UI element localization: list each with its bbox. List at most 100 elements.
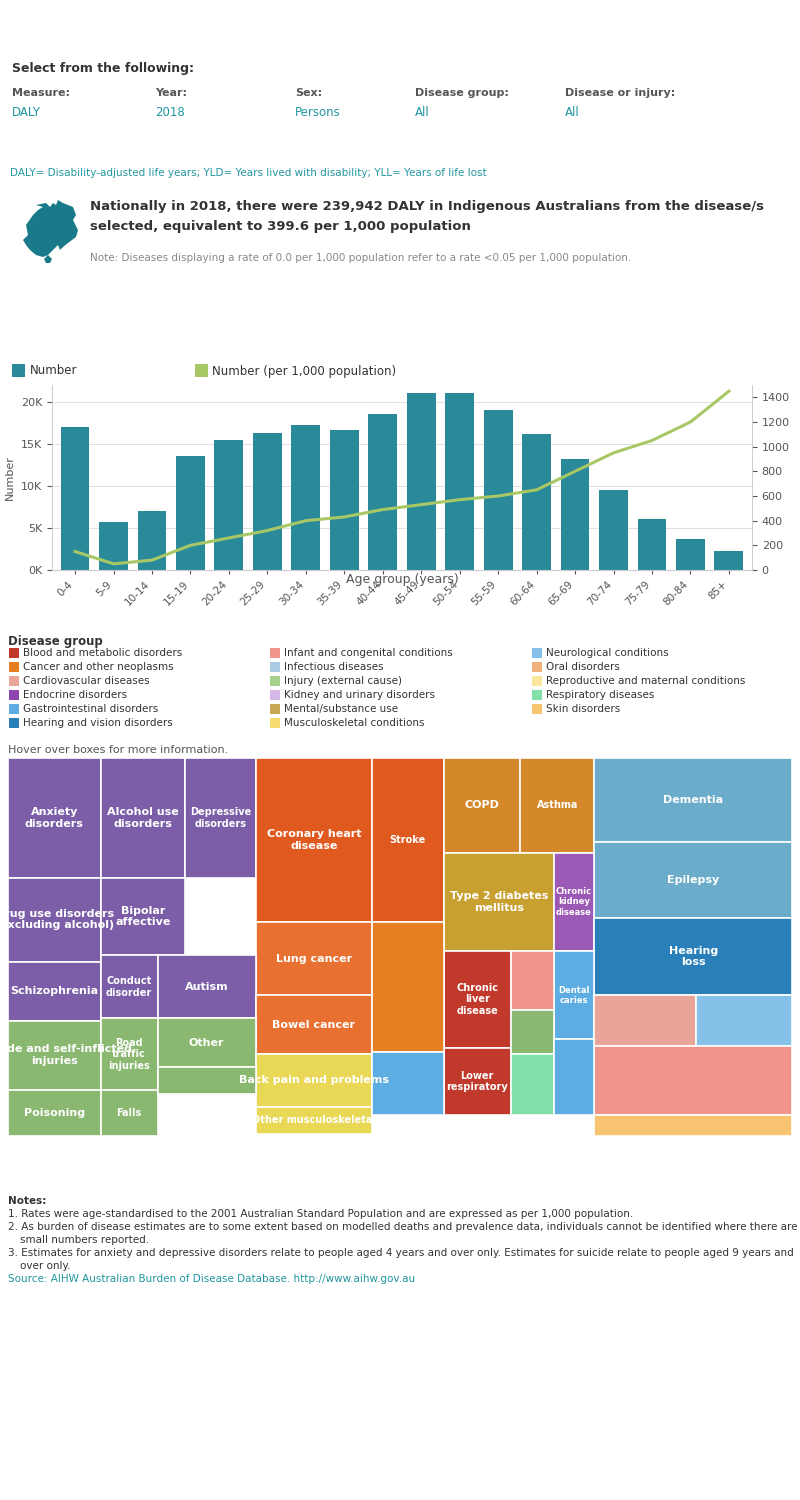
Text: 3. Estimates for anxiety and depressive disorders relate to people aged 4 years : 3. Estimates for anxiety and depressive … [8, 1248, 794, 1258]
Text: Infant and congenital conditions: Infant and congenital conditions [284, 648, 453, 658]
Bar [372, 1052, 444, 1114]
Bar [99, 522, 128, 570]
Text: Musculoskeletal conditions: Musculoskeletal conditions [284, 718, 425, 728]
Text: Injury (external cause): Injury (external cause) [284, 676, 402, 686]
Text: Chronic
kidney
disease: Chronic kidney disease [556, 886, 592, 916]
Text: Disease group:: Disease group: [415, 88, 509, 98]
Text: All: All [565, 106, 580, 118]
Text: Other: Other [189, 1038, 225, 1047]
Text: Cancer and other neoplasms: Cancer and other neoplasms [23, 662, 174, 672]
Text: Hover over boxes for more information.: Hover over boxes for more information. [8, 746, 228, 754]
Text: Dental
caries: Dental caries [558, 986, 590, 1005]
Text: Cardiovascular diseases: Cardiovascular diseases [23, 676, 150, 686]
Y-axis label: Number: Number [6, 454, 15, 500]
Text: Depressive
disorders: Depressive disorders [190, 807, 251, 828]
Text: Endocrine disorders: Endocrine disorders [23, 690, 127, 700]
Text: DALY in Indigenous Persons by age, 2018: DALY in Indigenous Persons by age, 2018 [10, 334, 363, 350]
Bar [256, 1107, 372, 1134]
Text: Hearing and vision disorders: Hearing and vision disorders [23, 718, 173, 728]
Bar [8, 878, 101, 962]
Text: Disease group: Disease group [8, 634, 102, 648]
Text: Respiratory diseases: Respiratory diseases [546, 690, 654, 700]
Bar [554, 951, 594, 1040]
Text: Dementia: Dementia [663, 795, 723, 806]
Bar [444, 951, 510, 1048]
Text: Poisoning: Poisoning [24, 1108, 85, 1118]
Bar [9, 676, 19, 686]
Bar [594, 996, 696, 1045]
Bar [270, 662, 280, 672]
Bar [101, 1019, 158, 1090]
Text: DALY: DALY [12, 106, 41, 118]
Bar [8, 962, 101, 1020]
Bar [270, 690, 280, 700]
Bar [444, 852, 554, 951]
Bar [638, 519, 666, 570]
Text: Anxiety
disorders: Anxiety disorders [25, 807, 84, 828]
Text: DALY in Persons by disease, 2018: DALY in Persons by disease, 2018 [10, 609, 297, 624]
Text: small numbers reported.: small numbers reported. [20, 1234, 149, 1245]
Bar [158, 1066, 256, 1094]
Text: Asthma: Asthma [537, 801, 578, 810]
Text: Neurological conditions: Neurological conditions [546, 648, 668, 658]
Text: Notes:: Notes: [8, 1196, 46, 1206]
Text: over only.: over only. [20, 1262, 70, 1270]
Bar [158, 1019, 256, 1066]
Bar [372, 758, 444, 922]
Bar [676, 538, 705, 570]
Bar [256, 922, 372, 996]
Bar [368, 414, 397, 570]
Text: 2018: 2018 [155, 106, 185, 118]
Bar [270, 704, 280, 714]
Bar [696, 996, 792, 1045]
Text: Gastrointestinal disorders: Gastrointestinal disorders [23, 704, 158, 714]
Text: Bipolar
affective: Bipolar affective [115, 906, 170, 927]
Bar [594, 918, 792, 996]
Bar [256, 996, 372, 1054]
Text: Type 2 diabetes
mellitus: Type 2 diabetes mellitus [450, 891, 548, 912]
Bar [195, 364, 208, 376]
Bar [714, 550, 743, 570]
Polygon shape [23, 200, 78, 256]
Text: Lung cancer: Lung cancer [276, 954, 352, 963]
Bar [520, 758, 594, 852]
Bar [61, 427, 90, 570]
Text: Alcohol use
disorders: Alcohol use disorders [107, 807, 178, 828]
Bar [253, 433, 282, 570]
Text: COPD: COPD [465, 801, 499, 810]
Text: Stroke: Stroke [390, 836, 426, 844]
Text: Burden of disease among Indigenous Australians 2018: Burden of disease among Indigenous Austr… [10, 18, 671, 38]
Text: Schizophrenia: Schizophrenia [10, 986, 98, 996]
Text: Note: Diseases displaying a rate of 0.0 per 1,000 population refer to a rate <0.: Note: Diseases displaying a rate of 0.0 … [90, 254, 631, 262]
Bar [532, 662, 542, 672]
Text: 1. Rates were age-standardised to the 2001 Australian Standard Population and ar: 1. Rates were age-standardised to the 20… [8, 1209, 634, 1219]
Bar [522, 433, 551, 570]
Text: Lower
respiratory: Lower respiratory [446, 1071, 508, 1092]
Text: Number: Number [30, 364, 78, 378]
Bar [270, 648, 280, 658]
Bar [594, 758, 792, 842]
Text: Blood and metabolic disorders: Blood and metabolic disorders [23, 648, 182, 658]
Text: Suicide and self-inflicted
injuries: Suicide and self-inflicted injuries [0, 1044, 132, 1066]
Text: Year:: Year: [155, 88, 187, 98]
Bar [185, 758, 256, 878]
Bar [532, 648, 542, 658]
Bar [256, 758, 372, 922]
Bar [9, 690, 19, 700]
Text: Age group (years): Age group (years) [346, 573, 458, 585]
Bar [101, 956, 158, 1018]
Text: Autism: Autism [185, 982, 229, 992]
Bar [532, 676, 542, 686]
Bar [594, 1046, 792, 1114]
Text: Number (per 1,000 population): Number (per 1,000 population) [212, 364, 396, 378]
Bar [554, 1040, 594, 1114]
Text: Persons: Persons [295, 106, 341, 118]
Text: Skin disorders: Skin disorders [546, 704, 620, 714]
Bar [594, 842, 792, 918]
Text: Coronary heart
disease: Coronary heart disease [266, 830, 361, 850]
Bar [101, 758, 185, 878]
Bar [444, 1048, 510, 1114]
Text: Infectious diseases: Infectious diseases [284, 662, 384, 672]
Text: Source: AIHW Australian Burden of Disease Database. http://www.aihw.gov.au: Source: AIHW Australian Burden of Diseas… [8, 1274, 415, 1284]
Bar [484, 410, 513, 570]
